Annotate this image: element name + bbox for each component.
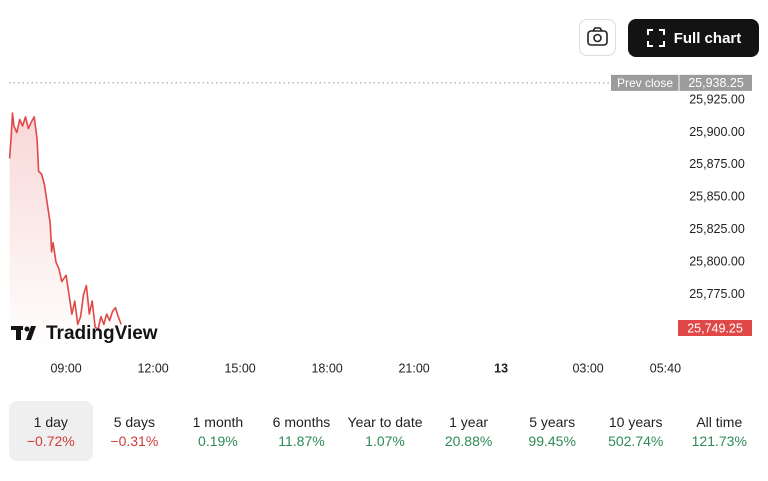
period-change: −0.72%: [26, 432, 75, 449]
period-change: 99.45%: [528, 432, 576, 449]
y-tick-label: 25,775.00: [689, 287, 745, 301]
x-tick-label: 05:40: [650, 361, 681, 375]
x-tick-label: 15:00: [224, 361, 255, 375]
period-change: 0.19%: [198, 432, 238, 449]
period-tabs: 1 day −0.72% 5 days −0.31% 1 month 0.19% 6 mon…: [9, 401, 761, 461]
period-label: Year to date: [347, 413, 423, 430]
y-tick-label: 25,925.00: [689, 92, 745, 106]
period-change: 1.07%: [365, 432, 405, 449]
camera-icon: [587, 27, 608, 46]
period-tab[interactable]: 5 days −0.31%: [93, 401, 177, 461]
period-label: 1 day: [33, 413, 68, 430]
period-label: 10 years: [608, 413, 663, 430]
period-tab[interactable]: All time 121.73%: [678, 401, 762, 461]
y-tick-label: 25,825.00: [689, 222, 745, 236]
price-line: [8, 112, 122, 331]
expand-icon: [646, 29, 665, 47]
period-label: All time: [696, 413, 743, 430]
period-label: 1 year: [449, 413, 489, 430]
last-price-box: [678, 320, 752, 337]
prev-close-box: [611, 74, 752, 91]
area: [9, 113, 122, 350]
period-tab[interactable]: 1 day −0.72%: [9, 401, 93, 461]
period-tab[interactable]: 1 month 0.19%: [176, 401, 260, 461]
last-price-label: 25,749.25: [687, 321, 743, 335]
period-change: 121.73%: [691, 432, 747, 449]
period-tab[interactable]: 10 years 502.74%: [594, 401, 678, 461]
y-tick-label: 25,850.00: [689, 190, 745, 204]
x-tick-label: 21:00: [398, 361, 429, 375]
period-tab[interactable]: 6 months 11.87%: [260, 401, 344, 461]
y-tick-label: 25,900.00: [689, 125, 745, 139]
period-label: 1 month: [192, 413, 244, 430]
full-chart-label: Full chart: [673, 29, 742, 47]
x-tick-label: 18:00: [311, 361, 342, 375]
period-change: 20.88%: [444, 432, 493, 449]
prev-close-text: Prev close: [617, 76, 673, 90]
y-tick-label: 25,875.00: [689, 157, 745, 171]
x-tick-label: 13: [494, 361, 508, 375]
watermark: TradingView: [46, 323, 158, 344]
period-change: −0.31%: [110, 432, 159, 449]
chart: 25,750.0025,775.0025,800.0025,825.0025,8…: [8, 74, 752, 375]
period-label: 5 years: [529, 413, 576, 430]
period-tab[interactable]: 5 years 99.45%: [510, 401, 594, 461]
period-change: 502.74%: [608, 432, 664, 449]
period-tab[interactable]: Year to date 1.07%: [343, 401, 427, 461]
period-change: 11.87%: [278, 432, 325, 449]
x-tick-label: 09:00: [50, 361, 81, 375]
period-label: 6 months: [272, 413, 331, 430]
prev-close-label: 25,938.25: [688, 76, 744, 90]
watermark-logo: [11, 326, 36, 340]
full-chart-button[interactable]: Full chart: [628, 19, 759, 57]
y-tick-label: 25,800.00: [689, 254, 745, 268]
period-label: 5 days: [113, 413, 155, 430]
x-tick-label: 03:00: [572, 361, 603, 375]
x-tick-label: 12:00: [137, 361, 168, 375]
period-tab[interactable]: 1 year 20.88%: [427, 401, 511, 461]
screenshot-button[interactable]: [579, 19, 616, 56]
